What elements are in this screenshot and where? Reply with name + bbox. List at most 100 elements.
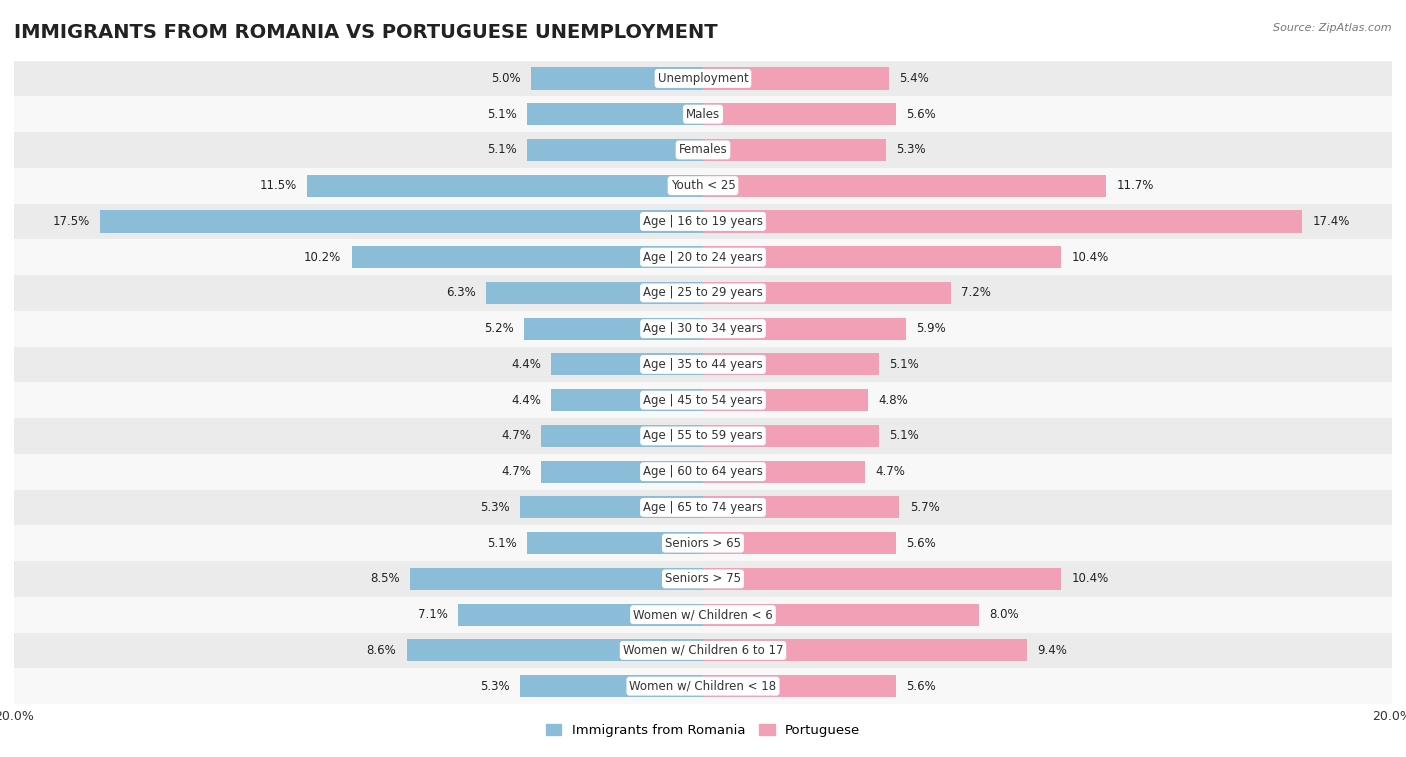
Bar [14,239,1392,275]
Text: Age | 55 to 59 years: Age | 55 to 59 years [643,429,763,442]
Text: 5.1%: 5.1% [488,107,517,120]
Bar [14,668,1392,704]
Text: 4.7%: 4.7% [501,429,531,442]
Text: 8.0%: 8.0% [988,608,1018,621]
Text: 5.1%: 5.1% [889,429,918,442]
Bar [14,61,1392,96]
Text: 4.4%: 4.4% [512,394,541,407]
Bar [703,354,879,375]
Text: 5.9%: 5.9% [917,322,946,335]
Bar [527,103,703,125]
Text: Source: ZipAtlas.com: Source: ZipAtlas.com [1274,23,1392,33]
Text: 5.2%: 5.2% [484,322,513,335]
Bar [541,460,703,483]
Text: Women w/ Children 6 to 17: Women w/ Children 6 to 17 [623,644,783,657]
Bar [307,175,703,197]
Legend: Immigrants from Romania, Portuguese: Immigrants from Romania, Portuguese [540,719,866,743]
Bar [531,67,703,89]
Bar [14,96,1392,132]
Bar [406,640,703,662]
Bar [14,275,1392,311]
Text: Unemployment: Unemployment [658,72,748,85]
Bar [14,490,1392,525]
Text: 4.7%: 4.7% [501,465,531,478]
Text: 10.4%: 10.4% [1071,251,1109,263]
Text: Age | 35 to 44 years: Age | 35 to 44 years [643,358,763,371]
Bar [14,453,1392,490]
Bar [14,347,1392,382]
Text: 8.5%: 8.5% [370,572,399,585]
Text: Age | 16 to 19 years: Age | 16 to 19 years [643,215,763,228]
Text: Age | 25 to 29 years: Age | 25 to 29 years [643,286,763,300]
Text: Males: Males [686,107,720,120]
Bar [703,425,879,447]
Text: Age | 20 to 24 years: Age | 20 to 24 years [643,251,763,263]
Bar [14,561,1392,597]
Bar [703,210,1302,232]
Bar [703,139,886,161]
Text: 7.1%: 7.1% [418,608,449,621]
Text: 7.2%: 7.2% [962,286,991,300]
Text: 5.6%: 5.6% [907,680,936,693]
Bar [703,67,889,89]
Text: Age | 30 to 34 years: Age | 30 to 34 years [643,322,763,335]
Text: Youth < 25: Youth < 25 [671,179,735,192]
Bar [703,640,1026,662]
Bar [703,389,869,411]
Text: 6.3%: 6.3% [446,286,475,300]
Bar [14,525,1392,561]
Bar [524,318,703,340]
Bar [551,389,703,411]
Bar [703,497,900,519]
Bar [520,675,703,697]
Bar [14,168,1392,204]
Text: 5.4%: 5.4% [900,72,929,85]
Text: 11.7%: 11.7% [1116,179,1154,192]
Bar [14,132,1392,168]
Bar [14,418,1392,453]
Text: Age | 45 to 54 years: Age | 45 to 54 years [643,394,763,407]
Bar [527,139,703,161]
Text: 4.7%: 4.7% [875,465,905,478]
Bar [703,103,896,125]
Bar [541,425,703,447]
Bar [14,204,1392,239]
Text: 4.4%: 4.4% [512,358,541,371]
Text: 11.5%: 11.5% [259,179,297,192]
Bar [703,603,979,626]
Bar [458,603,703,626]
Text: Age | 65 to 74 years: Age | 65 to 74 years [643,501,763,514]
Bar [527,532,703,554]
Text: 17.4%: 17.4% [1313,215,1350,228]
Bar [14,633,1392,668]
Text: Age | 60 to 64 years: Age | 60 to 64 years [643,465,763,478]
Text: 5.6%: 5.6% [907,537,936,550]
Text: 9.4%: 9.4% [1038,644,1067,657]
Text: Women w/ Children < 6: Women w/ Children < 6 [633,608,773,621]
Text: 5.6%: 5.6% [907,107,936,120]
Bar [520,497,703,519]
Text: 5.1%: 5.1% [488,143,517,157]
Bar [14,597,1392,633]
Bar [703,282,950,304]
Bar [703,568,1062,590]
Bar [703,175,1107,197]
Bar [14,311,1392,347]
Bar [14,382,1392,418]
Text: Females: Females [679,143,727,157]
Text: 5.0%: 5.0% [491,72,520,85]
Text: 5.1%: 5.1% [889,358,918,371]
Text: 8.6%: 8.6% [367,644,396,657]
Text: 10.4%: 10.4% [1071,572,1109,585]
Text: 5.7%: 5.7% [910,501,939,514]
Bar [703,675,896,697]
Text: 5.3%: 5.3% [481,680,510,693]
Text: Seniors > 75: Seniors > 75 [665,572,741,585]
Bar [551,354,703,375]
Text: 5.1%: 5.1% [488,537,517,550]
Bar [703,318,907,340]
Text: 4.8%: 4.8% [879,394,908,407]
Text: 10.2%: 10.2% [304,251,342,263]
Text: 5.3%: 5.3% [896,143,925,157]
Bar [486,282,703,304]
